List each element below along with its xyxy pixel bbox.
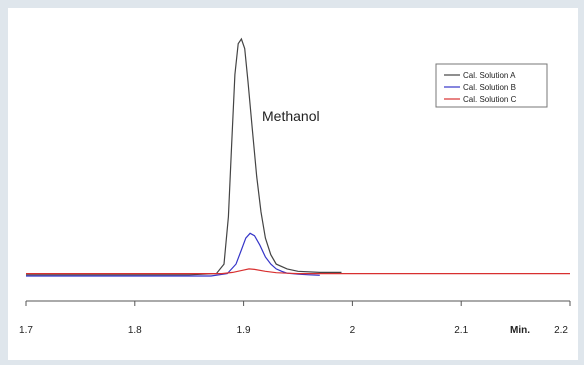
legend-label-cal-solution-b: Cal. Solution B (463, 83, 516, 92)
legend: Cal. Solution A Cal. Solution B Cal. Solut… (435, 63, 548, 108)
x-tick-label: 2 (350, 325, 356, 336)
x-tick-label: 2.2 (554, 325, 568, 336)
legend-label-cal-solution-a: Cal. Solution A (463, 71, 516, 80)
x-tick-label: 1.8 (128, 325, 142, 336)
x-tick-label: 1.7 (19, 325, 33, 336)
chromatogram-chart: 1.7 1.8 1.9 2 2.1 2.2 Min. Methanol Cal. Solu… (19, 37, 571, 336)
legend-box (435, 63, 548, 108)
series-line-cal-solution-a (26, 37, 342, 276)
chart-frame: 1.7 1.8 1.9 2 2.1 2.2 Min. Methanol Cal. Solu… (8, 8, 578, 360)
plot-lines (26, 37, 570, 277)
x-tick-label: 1.9 (237, 325, 251, 336)
x-axis-unit-label: Min. (510, 325, 530, 336)
x-tick-label: 2.1 (454, 325, 468, 336)
peak-annotation-methanol: Methanol (262, 108, 320, 124)
x-axis-ticks: 1.7 1.8 1.9 2 2.1 2.2 (19, 301, 571, 336)
series-line-cal-solution-b (26, 232, 320, 277)
series-line-cal-solution-c (26, 268, 570, 275)
legend-label-cal-solution-c: Cal. Solution C (463, 95, 517, 104)
